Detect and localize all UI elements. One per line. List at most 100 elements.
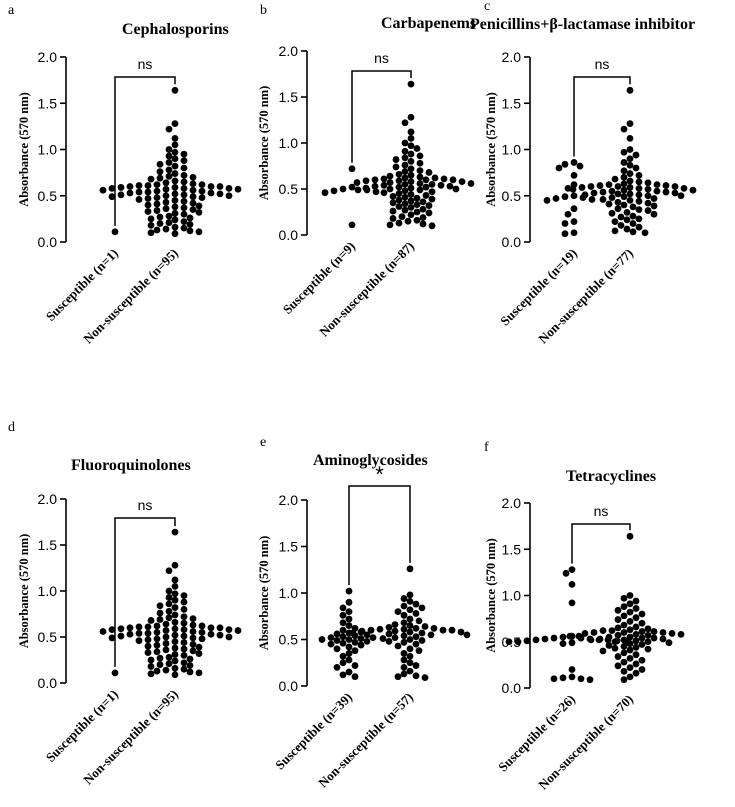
data-point <box>430 624 438 632</box>
data-point <box>413 208 421 216</box>
data-point <box>180 150 188 158</box>
data-point <box>406 667 414 675</box>
panel-letter: b <box>260 3 267 18</box>
data-point <box>395 183 403 191</box>
panel-letter: d <box>8 420 15 435</box>
data-point <box>608 187 616 195</box>
data-point <box>395 203 403 210</box>
data-point <box>386 179 394 186</box>
data-point <box>353 179 361 186</box>
data-point <box>180 204 188 212</box>
data-point <box>395 177 403 185</box>
data-point <box>358 627 366 635</box>
data-point <box>156 616 164 623</box>
data-point <box>135 629 143 637</box>
data-point <box>400 632 408 640</box>
data-point <box>180 598 188 606</box>
panel-d: d Fluoroquinolones 0.0 0.5 1.0 1.5 2.0 Absorban… <box>8 420 242 787</box>
data-point <box>198 181 206 189</box>
data-point <box>339 659 347 667</box>
data-point <box>165 172 173 180</box>
data-point <box>644 631 652 639</box>
data-point <box>345 622 353 629</box>
data-point <box>385 630 393 638</box>
data-point <box>171 155 179 163</box>
data-point <box>345 656 353 664</box>
data-point <box>234 627 242 634</box>
data-point <box>321 189 329 197</box>
panel-e: e Aminoglycosides 0.0 0.5 1.0 1.5 2.0 Absorbanc… <box>257 435 471 790</box>
data-point <box>626 600 634 608</box>
data-point <box>147 221 155 229</box>
significance-bracket <box>573 76 631 157</box>
data-point <box>425 209 433 217</box>
data-point <box>626 646 634 654</box>
chart-title: Penicillins+β-lactamase inhibitor <box>470 16 695 33</box>
data-point <box>406 615 414 623</box>
y-tick-label: 1.5 <box>279 539 299 555</box>
data-point <box>644 179 652 187</box>
data-point <box>363 631 371 639</box>
data-point <box>333 645 341 653</box>
data-point <box>156 160 164 168</box>
data-point <box>180 210 188 218</box>
data-point <box>620 148 628 156</box>
data-point <box>376 625 384 633</box>
data-point <box>587 636 595 644</box>
data-point <box>514 638 522 646</box>
data-point <box>401 119 409 127</box>
y-tick-label: 1.5 <box>502 541 522 557</box>
data-point <box>431 174 439 182</box>
data-point <box>632 623 640 631</box>
data-point <box>626 146 634 153</box>
significance-label: ns <box>594 503 609 519</box>
data-point <box>588 196 596 203</box>
data-point <box>665 639 673 647</box>
data-point <box>108 626 116 634</box>
data-point <box>108 184 116 192</box>
data-point <box>216 190 224 198</box>
data-point <box>620 642 628 650</box>
y-tick-label: 1.5 <box>502 95 522 111</box>
data-point <box>416 173 424 181</box>
data-point <box>351 673 359 681</box>
data-point <box>186 668 194 676</box>
data-point <box>620 667 628 675</box>
data-point <box>400 638 408 646</box>
data-point <box>644 199 652 207</box>
data-point <box>564 210 572 218</box>
data-point <box>389 207 397 215</box>
data-point <box>412 633 420 641</box>
data-point <box>401 206 409 214</box>
significance-label: ns <box>138 497 153 513</box>
data-point <box>144 208 152 215</box>
data-point <box>385 624 393 631</box>
data-point <box>207 189 215 197</box>
data-point <box>407 197 415 205</box>
data-point <box>126 183 134 190</box>
data-point <box>153 667 161 675</box>
data-point <box>404 217 412 225</box>
data-point <box>126 624 134 632</box>
data-point <box>339 619 347 627</box>
data-point <box>386 172 394 180</box>
data-point <box>457 628 465 636</box>
data-point <box>400 656 408 664</box>
data-point <box>171 625 179 633</box>
data-point <box>180 157 188 165</box>
data-point <box>345 636 353 643</box>
data-point <box>614 606 622 614</box>
data-point <box>401 168 409 175</box>
y-tick-label: 1.5 <box>38 95 58 111</box>
data-point <box>614 190 622 198</box>
data-point <box>162 198 170 206</box>
data-point <box>632 630 640 638</box>
data-point <box>635 172 643 179</box>
category-label: Non-susceptible (n=70) <box>535 692 636 793</box>
data-point <box>626 626 634 634</box>
chart-title: Cephalosporins <box>122 21 229 38</box>
data-point <box>590 629 598 636</box>
y-tick-label: 2.0 <box>279 492 299 508</box>
data-point <box>421 674 429 682</box>
panel-letter: f <box>484 440 489 455</box>
